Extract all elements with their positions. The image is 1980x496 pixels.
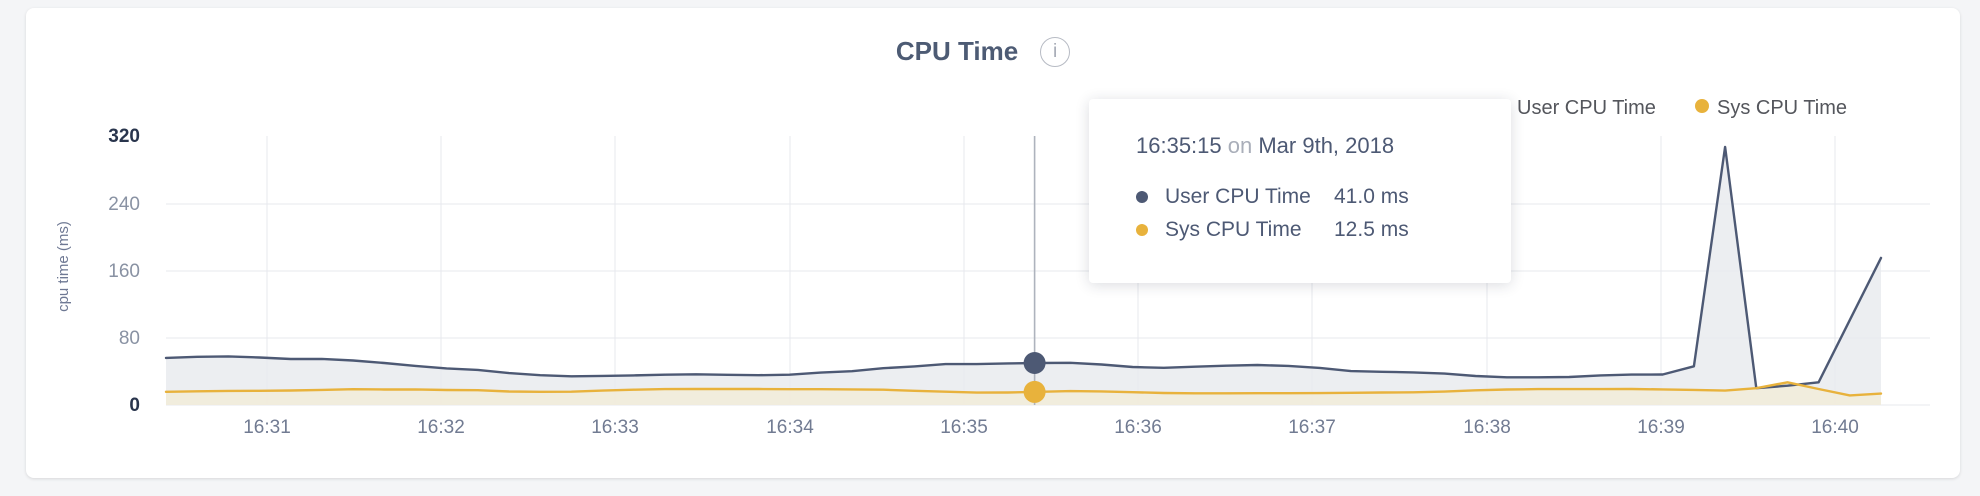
svg-text:80: 80 <box>119 328 140 349</box>
svg-text:16:38: 16:38 <box>1463 417 1511 438</box>
svg-text:16:37: 16:37 <box>1288 417 1336 438</box>
svg-text:16:40: 16:40 <box>1811 417 1859 438</box>
svg-text:320: 320 <box>108 126 140 147</box>
svg-text:16:36: 16:36 <box>1114 417 1162 438</box>
svg-text:16:33: 16:33 <box>591 417 639 438</box>
svg-text:240: 240 <box>108 194 140 215</box>
svg-text:16:34: 16:34 <box>766 417 814 438</box>
svg-text:16:32: 16:32 <box>417 417 465 438</box>
svg-text:0: 0 <box>129 395 140 416</box>
svg-text:160: 160 <box>108 261 140 282</box>
svg-text:16:31: 16:31 <box>243 417 291 438</box>
svg-text:16:39: 16:39 <box>1637 417 1685 438</box>
svg-text:16:35: 16:35 <box>940 417 988 438</box>
